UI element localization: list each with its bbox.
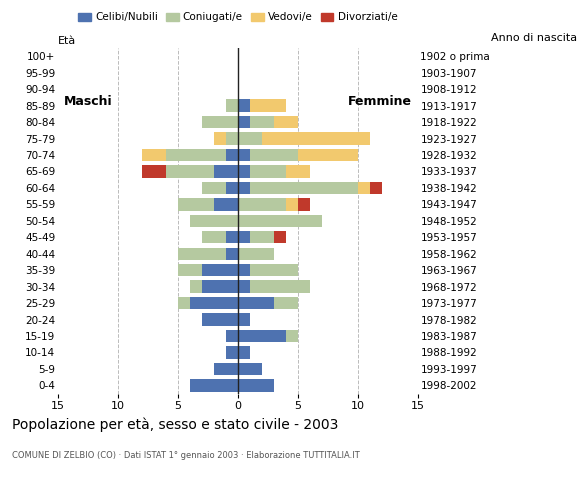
Bar bbox=[250, 149, 298, 161]
Bar bbox=[238, 215, 322, 227]
Bar bbox=[238, 116, 250, 128]
Bar bbox=[250, 116, 274, 128]
Bar bbox=[274, 231, 286, 243]
Bar bbox=[202, 182, 226, 194]
Bar bbox=[238, 165, 250, 178]
Bar bbox=[190, 215, 238, 227]
Bar bbox=[238, 264, 250, 276]
Bar bbox=[250, 264, 298, 276]
Text: Anno di nascita: Anno di nascita bbox=[491, 33, 577, 43]
Bar bbox=[238, 149, 250, 161]
Bar bbox=[286, 198, 298, 211]
Text: Popolazione per età, sesso e stato civile - 2003: Popolazione per età, sesso e stato civil… bbox=[12, 418, 338, 432]
Bar bbox=[178, 248, 226, 260]
Bar bbox=[238, 280, 250, 293]
Bar bbox=[142, 149, 166, 161]
Bar bbox=[226, 182, 238, 194]
Bar bbox=[238, 297, 274, 309]
Bar bbox=[298, 198, 310, 211]
Bar bbox=[166, 149, 226, 161]
Bar bbox=[238, 248, 274, 260]
Bar bbox=[286, 330, 298, 342]
Text: Età: Età bbox=[58, 36, 76, 46]
Bar bbox=[238, 379, 274, 392]
Bar bbox=[226, 99, 238, 112]
Bar bbox=[238, 231, 250, 243]
Bar bbox=[142, 165, 166, 178]
Bar bbox=[214, 363, 238, 375]
Legend: Celibi/Nubili, Coniugati/e, Vedovi/e, Divorziati/e: Celibi/Nubili, Coniugati/e, Vedovi/e, Di… bbox=[74, 8, 401, 26]
Bar bbox=[202, 280, 238, 293]
Bar bbox=[226, 346, 238, 359]
Bar bbox=[190, 379, 238, 392]
Bar bbox=[202, 313, 238, 326]
Bar bbox=[238, 363, 262, 375]
Bar bbox=[202, 264, 238, 276]
Text: Femmine: Femmine bbox=[347, 96, 412, 108]
Bar bbox=[226, 132, 238, 144]
Bar bbox=[274, 297, 298, 309]
Bar bbox=[250, 165, 286, 178]
Bar bbox=[214, 198, 238, 211]
Bar bbox=[226, 231, 238, 243]
Bar bbox=[238, 198, 286, 211]
Bar bbox=[178, 264, 202, 276]
Bar bbox=[238, 182, 250, 194]
Bar bbox=[238, 99, 250, 112]
Bar bbox=[238, 330, 286, 342]
Bar bbox=[250, 280, 310, 293]
Text: Maschi: Maschi bbox=[64, 96, 113, 108]
Bar bbox=[166, 165, 214, 178]
Bar bbox=[178, 198, 214, 211]
Text: COMUNE DI ZELBIO (CO) · Dati ISTAT 1° gennaio 2003 · Elaborazione TUTTITALIA.IT: COMUNE DI ZELBIO (CO) · Dati ISTAT 1° ge… bbox=[12, 451, 360, 460]
Bar bbox=[202, 116, 238, 128]
Bar bbox=[226, 149, 238, 161]
Bar bbox=[250, 231, 274, 243]
Bar bbox=[369, 182, 382, 194]
Bar bbox=[274, 116, 298, 128]
Bar bbox=[250, 182, 358, 194]
Bar bbox=[238, 132, 262, 144]
Bar bbox=[238, 313, 250, 326]
Bar bbox=[190, 280, 202, 293]
Bar bbox=[262, 132, 369, 144]
Bar bbox=[214, 165, 238, 178]
Bar bbox=[238, 346, 250, 359]
Bar bbox=[178, 297, 190, 309]
Bar bbox=[250, 99, 286, 112]
Bar bbox=[214, 132, 226, 144]
Bar bbox=[226, 330, 238, 342]
Bar bbox=[226, 248, 238, 260]
Bar bbox=[190, 297, 238, 309]
Bar bbox=[358, 182, 369, 194]
Bar bbox=[286, 165, 310, 178]
Bar bbox=[298, 149, 358, 161]
Bar bbox=[202, 231, 226, 243]
